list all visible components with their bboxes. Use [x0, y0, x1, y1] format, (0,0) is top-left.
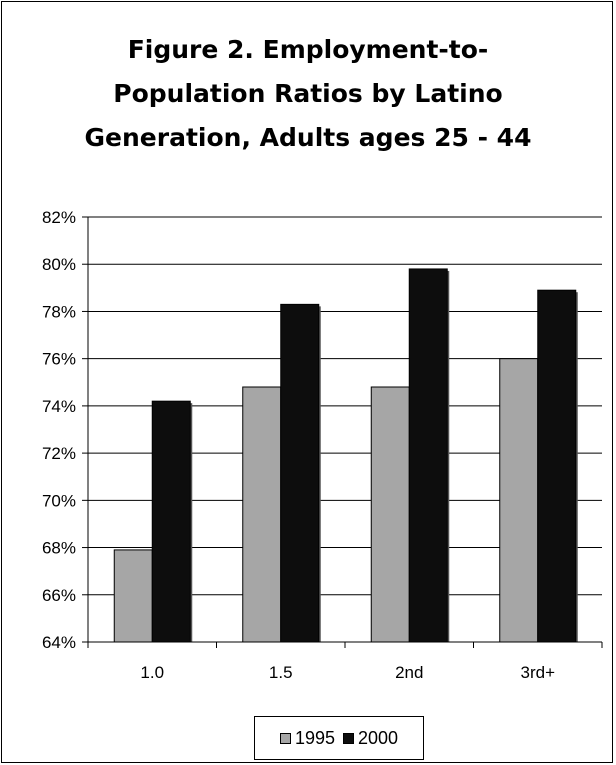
bar-1995-2nd	[371, 387, 409, 642]
bar-1995-1.0	[114, 550, 152, 642]
bars	[114, 269, 578, 642]
bar-2000-2nd	[409, 269, 447, 642]
legend-label-1995: 1995	[295, 728, 335, 749]
y-tick-label: 82%	[42, 208, 76, 227]
legend: 1995 2000	[254, 716, 424, 760]
y-tick-label: 74%	[42, 397, 76, 416]
legend-swatch-2000	[343, 733, 354, 744]
legend-label-2000: 2000	[358, 728, 398, 749]
bar-2000-1.5	[281, 304, 319, 642]
x-tick-label: 1.0	[140, 663, 164, 682]
y-tick-label: 76%	[42, 350, 76, 369]
legend-item-1995: 1995	[280, 728, 335, 749]
y-tick-label: 64%	[42, 633, 76, 652]
bar-2000-1.0	[152, 401, 190, 642]
y-tick-label: 78%	[42, 302, 76, 321]
x-tick-label: 2nd	[395, 663, 423, 682]
y-tick-label: 66%	[42, 586, 76, 605]
x-tick-label: 1.5	[269, 663, 293, 682]
bar-1995-3rd+	[500, 359, 538, 642]
y-tick-label: 68%	[42, 539, 76, 558]
legend-swatch-1995	[280, 733, 291, 744]
x-tick-label: 3rd+	[521, 663, 556, 682]
y-tick-label: 72%	[42, 444, 76, 463]
legend-item-2000: 2000	[343, 728, 398, 749]
bar-2000-3rd+	[538, 290, 576, 642]
y-tick-label: 80%	[42, 255, 76, 274]
bar-1995-1.5	[243, 387, 281, 642]
y-tick-label: 70%	[42, 491, 76, 510]
